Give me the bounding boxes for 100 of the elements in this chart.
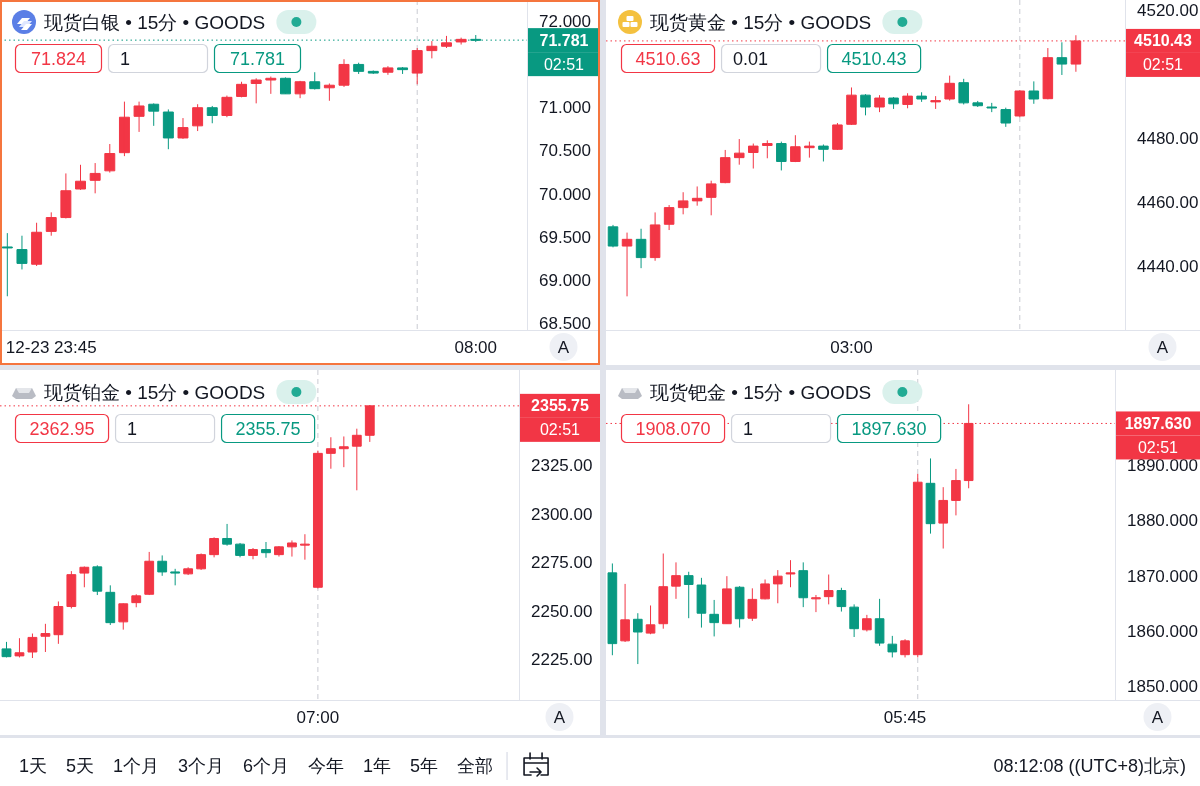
text: 08:12:08 ((UTC+8)北京) [993,756,1186,776]
candlestick [206,105,218,124]
candlestick [351,428,362,491]
candlestick [734,585,745,629]
candlestick [104,143,116,174]
candlestick [972,100,983,108]
candlestick [733,138,745,166]
candlestick [338,435,349,468]
candlestick [620,583,630,643]
candlestick [663,204,675,231]
candlestick [14,637,25,658]
annotation: 71.824 [30,48,87,69]
text: 1个月 [113,756,160,776]
candlestick [887,635,898,658]
candlestick [79,565,90,588]
candlestick [118,602,129,631]
candlestick [862,614,872,632]
candlestick [860,93,871,116]
candlestick [925,457,936,535]
candlestick [635,228,647,269]
text: 现货白银 • 15分 • GOODS [44,11,266,33]
y-tick-label: 2325.00 [531,456,593,476]
candlestick [722,575,732,625]
y-tick-label: 1880.000 [1127,511,1198,531]
candlestick [1070,34,1082,73]
ref-line-label: 2355.75 [531,397,590,415]
candlestick [790,134,801,163]
text: 6个月 [243,756,290,776]
candlestick [455,37,467,46]
candlestick [818,144,829,162]
candlestick [209,536,219,558]
candlestick [53,600,64,645]
candlestick [951,468,961,516]
candlestick [27,633,38,659]
candlestick [353,62,365,75]
annotation: 2355.75 [235,418,301,439]
y-tick-label: 2250.00 [531,601,593,621]
y-tick-label: 2225.00 [531,650,593,670]
candlestick [40,623,51,653]
candlestick [632,612,643,665]
candlestick [772,569,783,604]
text: 1天 [19,756,48,776]
candlestick [900,638,910,658]
candlestick [222,523,232,547]
y-tick-label: 4460.00 [1137,192,1199,212]
candlestick [1014,89,1026,118]
candlestick [1056,41,1068,76]
candlestick [846,86,857,126]
candlestick [411,47,423,85]
candlestick [849,603,859,638]
ref-line-label: 1897.630 [1124,414,1192,432]
y-tick-label: 1860.000 [1127,621,1198,641]
candlestick [274,545,284,558]
annotation: 1897.630 [851,418,927,439]
candlestick [250,77,262,104]
candlestick [89,162,101,194]
candlestick [31,222,43,267]
y-tick-label: 4480.00 [1137,128,1199,148]
candlestick [157,554,168,577]
candlestick [785,559,796,588]
candlestick [719,149,731,184]
candlestick [367,70,379,75]
text: 现货钯金 • 15分 • GOODS [650,381,872,403]
text: A [1151,707,1164,727]
candlestick [118,101,130,157]
candlestick [148,102,160,127]
x-tick-label: 05:45 [883,707,927,727]
candlestick [683,571,694,619]
text: 今年 [308,756,345,776]
y-tick-label: 1890.000 [1127,456,1198,476]
candlestick [16,235,28,270]
candlestick [760,579,770,600]
candlestick [45,211,57,237]
y-tick-label: 2275.00 [531,553,593,573]
candlestick [747,587,758,622]
candlestick [60,172,72,219]
candlestick [776,141,787,171]
text: 02:51 [539,421,581,439]
candlestick [75,164,86,191]
candlestick [279,76,291,95]
text: 全部 [457,756,494,776]
candlestick [294,80,306,99]
candlestick [1042,47,1054,100]
candlestick [798,561,809,608]
candlestick [709,599,719,637]
candlestick [364,404,375,443]
x-tick-label: 03:00 [830,337,873,357]
candlestick [221,95,233,118]
candlestick [183,566,194,576]
candlestick [441,35,452,49]
candlestick [649,211,661,262]
annotation: 2362.95 [29,418,95,439]
candlestick [645,604,656,635]
candlestick [1000,107,1012,128]
candlestick [671,561,681,600]
candlestick [902,92,913,109]
candlestick [986,102,998,113]
y-tick-label: 69.000 [539,271,591,291]
candlestick [874,598,885,647]
x-tick-label: 07:00 [296,707,340,727]
